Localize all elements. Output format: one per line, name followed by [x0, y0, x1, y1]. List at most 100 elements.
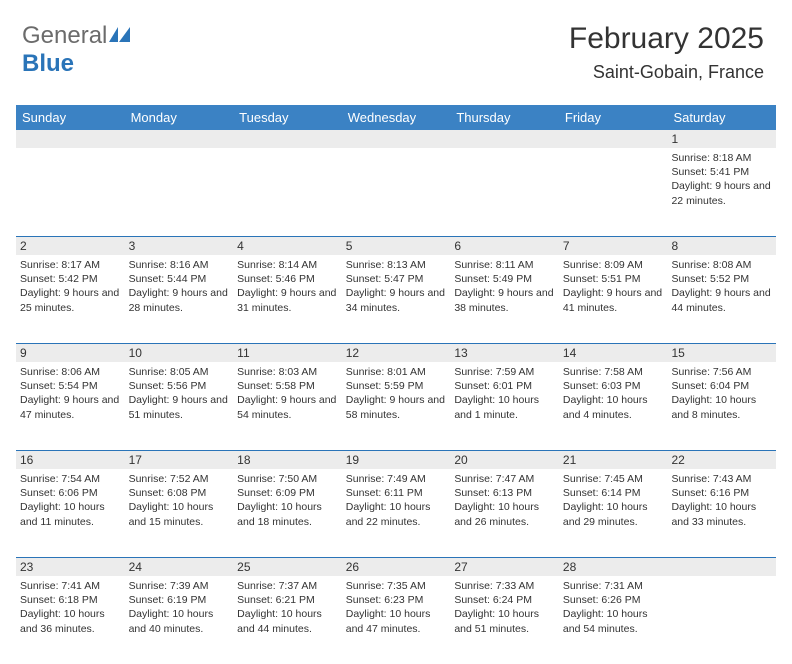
sunrise-text: Sunrise: 7:52 AM: [129, 472, 230, 486]
sunrise-text: Sunrise: 8:16 AM: [129, 258, 230, 272]
calendar-cell: Sunrise: 8:01 AMSunset: 5:59 PMDaylight:…: [342, 362, 451, 450]
calendar-cell: [16, 148, 125, 236]
calendar-cell: Sunrise: 7:41 AMSunset: 6:18 PMDaylight:…: [16, 576, 125, 664]
sunset-text: Sunset: 5:52 PM: [671, 272, 772, 286]
calendar-cell: Sunrise: 7:50 AMSunset: 6:09 PMDaylight:…: [233, 469, 342, 557]
daylight-text: Daylight: 9 hours and 34 minutes.: [346, 286, 447, 314]
day-number: 6: [450, 237, 559, 255]
day-number: 28: [559, 558, 668, 576]
daylight-text: Daylight: 10 hours and 22 minutes.: [346, 500, 447, 528]
day-number: 12: [342, 344, 451, 362]
sunrise-text: Sunrise: 8:06 AM: [20, 365, 121, 379]
sunrise-text: Sunrise: 8:01 AM: [346, 365, 447, 379]
day-number: [125, 130, 234, 148]
day-number: 26: [342, 558, 451, 576]
sunrise-text: Sunrise: 7:59 AM: [454, 365, 555, 379]
day-number: 21: [559, 451, 668, 469]
sunset-text: Sunset: 6:08 PM: [129, 486, 230, 500]
day-number: 25: [233, 558, 342, 576]
sunset-text: Sunset: 6:19 PM: [129, 593, 230, 607]
sunrise-text: Sunrise: 7:58 AM: [563, 365, 664, 379]
sunrise-text: Sunrise: 8:08 AM: [671, 258, 772, 272]
header: General February 2025 Saint-Gobain, Fran…: [0, 0, 792, 93]
daylight-text: Daylight: 10 hours and 26 minutes.: [454, 500, 555, 528]
sunset-text: Sunset: 6:03 PM: [563, 379, 664, 393]
calendar-cell: Sunrise: 7:47 AMSunset: 6:13 PMDaylight:…: [450, 469, 559, 557]
calendar-cell: [667, 576, 776, 664]
sunset-text: Sunset: 5:58 PM: [237, 379, 338, 393]
sunset-text: Sunset: 6:06 PM: [20, 486, 121, 500]
calendar-cell: Sunrise: 7:52 AMSunset: 6:08 PMDaylight:…: [125, 469, 234, 557]
weeks-container: 1Sunrise: 8:18 AMSunset: 5:41 PMDaylight…: [16, 130, 776, 664]
calendar-cell: Sunrise: 7:45 AMSunset: 6:14 PMDaylight:…: [559, 469, 668, 557]
day-number: 7: [559, 237, 668, 255]
sunrise-text: Sunrise: 7:43 AM: [671, 472, 772, 486]
daylight-text: Daylight: 10 hours and 29 minutes.: [563, 500, 664, 528]
calendar-cell: Sunrise: 8:08 AMSunset: 5:52 PMDaylight:…: [667, 255, 776, 343]
day-number: 22: [667, 451, 776, 469]
day-number: 18: [233, 451, 342, 469]
day-header: Monday: [125, 105, 234, 130]
day-number-row: 232425262728: [16, 557, 776, 576]
sunset-text: Sunset: 5:44 PM: [129, 272, 230, 286]
sunrise-text: Sunrise: 8:05 AM: [129, 365, 230, 379]
day-number: 4: [233, 237, 342, 255]
logo-icon: [109, 25, 131, 48]
day-number: 14: [559, 344, 668, 362]
sunrise-text: Sunrise: 8:14 AM: [237, 258, 338, 272]
logo-blue-row: Blue: [22, 50, 74, 78]
calendar-cell: Sunrise: 7:56 AMSunset: 6:04 PMDaylight:…: [667, 362, 776, 450]
sunset-text: Sunset: 6:14 PM: [563, 486, 664, 500]
day-number: 24: [125, 558, 234, 576]
day-header: Friday: [559, 105, 668, 130]
sunrise-text: Sunrise: 8:03 AM: [237, 365, 338, 379]
sunset-text: Sunset: 5:47 PM: [346, 272, 447, 286]
sunrise-text: Sunrise: 7:49 AM: [346, 472, 447, 486]
day-header: Wednesday: [342, 105, 451, 130]
calendar-cell: [125, 148, 234, 236]
daylight-text: Daylight: 9 hours and 51 minutes.: [129, 393, 230, 421]
daylight-text: Daylight: 9 hours and 41 minutes.: [563, 286, 664, 314]
day-header: Sunday: [16, 105, 125, 130]
day-number-row: 2345678: [16, 236, 776, 255]
calendar-cell: Sunrise: 8:11 AMSunset: 5:49 PMDaylight:…: [450, 255, 559, 343]
sunrise-text: Sunrise: 7:56 AM: [671, 365, 772, 379]
month-title: February 2025: [569, 22, 764, 56]
daylight-text: Daylight: 10 hours and 11 minutes.: [20, 500, 121, 528]
sunrise-text: Sunrise: 8:18 AM: [671, 151, 772, 165]
day-number: 16: [16, 451, 125, 469]
week-row: Sunrise: 8:17 AMSunset: 5:42 PMDaylight:…: [16, 255, 776, 343]
day-header-row: Sunday Monday Tuesday Wednesday Thursday…: [16, 105, 776, 130]
daylight-text: Daylight: 9 hours and 38 minutes.: [454, 286, 555, 314]
calendar-cell: Sunrise: 8:03 AMSunset: 5:58 PMDaylight:…: [233, 362, 342, 450]
sunset-text: Sunset: 6:16 PM: [671, 486, 772, 500]
title-block: February 2025 Saint-Gobain, France: [569, 22, 764, 83]
day-number: [342, 130, 451, 148]
sunrise-text: Sunrise: 7:41 AM: [20, 579, 121, 593]
daylight-text: Daylight: 9 hours and 58 minutes.: [346, 393, 447, 421]
sunset-text: Sunset: 5:59 PM: [346, 379, 447, 393]
day-number: 8: [667, 237, 776, 255]
calendar-cell: Sunrise: 7:35 AMSunset: 6:23 PMDaylight:…: [342, 576, 451, 664]
day-number: 5: [342, 237, 451, 255]
location: Saint-Gobain, France: [569, 62, 764, 83]
calendar-cell: Sunrise: 7:58 AMSunset: 6:03 PMDaylight:…: [559, 362, 668, 450]
daylight-text: Daylight: 9 hours and 31 minutes.: [237, 286, 338, 314]
calendar-cell: Sunrise: 7:39 AMSunset: 6:19 PMDaylight:…: [125, 576, 234, 664]
day-number-row: 1: [16, 130, 776, 148]
calendar-cell: [342, 148, 451, 236]
day-number: 23: [16, 558, 125, 576]
sunrise-text: Sunrise: 7:37 AM: [237, 579, 338, 593]
day-header: Thursday: [450, 105, 559, 130]
calendar-cell: Sunrise: 7:31 AMSunset: 6:26 PMDaylight:…: [559, 576, 668, 664]
day-number: 10: [125, 344, 234, 362]
daylight-text: Daylight: 10 hours and 18 minutes.: [237, 500, 338, 528]
sunset-text: Sunset: 6:09 PM: [237, 486, 338, 500]
logo-text-blue: Blue: [22, 50, 74, 77]
sunset-text: Sunset: 6:23 PM: [346, 593, 447, 607]
logo: General: [22, 22, 133, 50]
sunrise-text: Sunrise: 7:47 AM: [454, 472, 555, 486]
calendar-cell: [233, 148, 342, 236]
sunset-text: Sunset: 6:01 PM: [454, 379, 555, 393]
calendar-cell: Sunrise: 8:13 AMSunset: 5:47 PMDaylight:…: [342, 255, 451, 343]
